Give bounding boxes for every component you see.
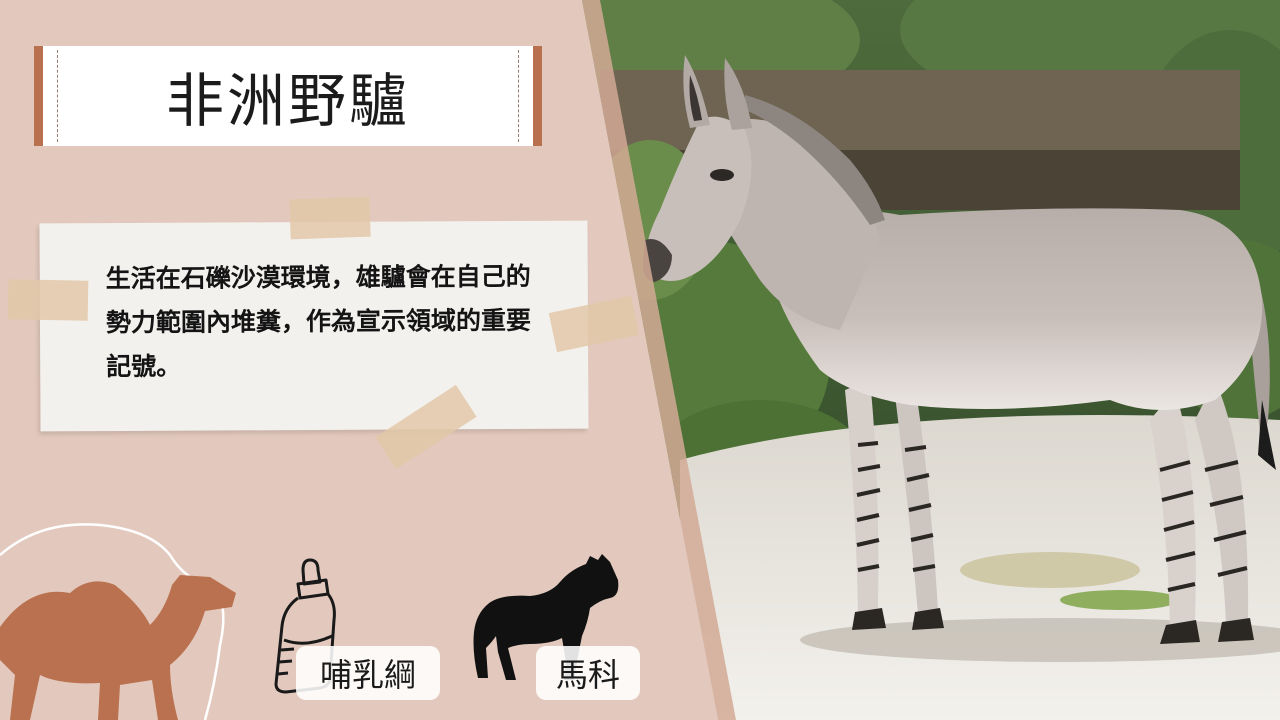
- page-title: 非洲野驢: [165, 67, 410, 135]
- camel-silhouette-icon: [0, 523, 236, 720]
- family-label: 馬科: [536, 646, 640, 700]
- description-text: 生活在石礫沙漠環境，雄驢會在自己的勢力範圍內堆糞，作為宣示領域的重要記號。: [105, 261, 532, 382]
- class-label: 哺乳綱: [296, 646, 440, 700]
- horse-silhouette-icon: [473, 554, 619, 680]
- tape-strip: [289, 196, 371, 240]
- tape-strip: [7, 279, 89, 321]
- description-note: 生活在石礫沙漠環境，雄驢會在自己的勢力範圍內堆糞，作為宣示領域的重要記號。: [39, 220, 589, 432]
- title-banner: 非洲野驢: [34, 46, 542, 146]
